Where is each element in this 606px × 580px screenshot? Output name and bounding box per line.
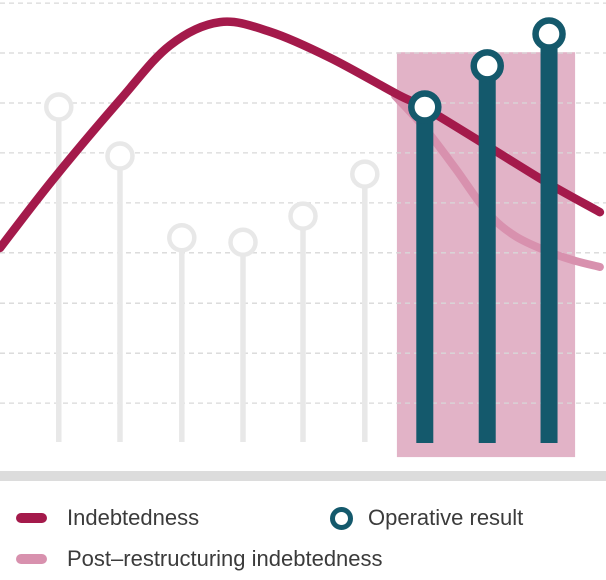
muted-lollipop-marker <box>44 92 74 122</box>
x-axis-baseline <box>0 471 606 481</box>
legend-label-operative-result: Operative result <box>368 505 524 530</box>
chart-canvas <box>0 2 606 458</box>
operative-result-marker <box>408 90 442 124</box>
indebtedness-line-swatch-icon <box>16 513 47 523</box>
muted-lollipop-marker <box>105 141 135 171</box>
muted-lollipop-marker <box>350 159 380 189</box>
muted-lollipop-marker <box>167 223 197 253</box>
legend-label-indebtedness: Indebtedness <box>67 505 200 530</box>
legend-item-indebtedness: Indebtedness <box>16 504 199 532</box>
operative-result-marker <box>532 17 566 51</box>
legend-item-operative-result: Operative result <box>330 504 523 532</box>
muted-lollipop-marker <box>228 227 258 257</box>
legend-item-post-restructuring: Post–restructuring indebtedness <box>16 545 383 573</box>
operative-result-ring-icon <box>330 506 353 530</box>
legend: Indebtedness Operative result Post–restr… <box>0 481 606 580</box>
muted-lollipop-marker <box>288 201 318 231</box>
plot-area <box>0 2 606 458</box>
legend-label-post-restructuring: Post–restructuring indebtedness <box>67 546 383 571</box>
operative-result-marker <box>470 49 504 83</box>
post-restructuring-line-swatch-icon <box>16 554 47 564</box>
